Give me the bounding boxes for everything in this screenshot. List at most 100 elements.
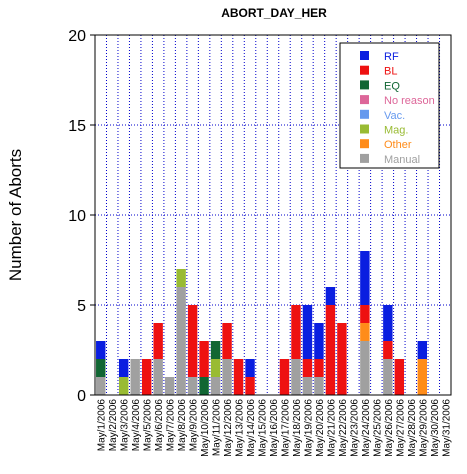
legend-label: No reason [384, 95, 435, 107]
x-tick-label: May/29/2006 [418, 399, 429, 457]
legend-swatch [360, 109, 369, 119]
x-tick-label: May/18/2006 [292, 399, 303, 457]
x-tick-label: May/7/2006 [166, 399, 177, 452]
bar-segment-bl [302, 359, 313, 377]
bar-segment-rf [245, 359, 255, 377]
x-tick-label: May/20/2006 [315, 399, 326, 457]
x-tick-label: May/5/2006 [143, 399, 154, 452]
legend-swatch [360, 51, 369, 60]
bars [96, 251, 427, 395]
bar-segment-rf [96, 341, 106, 359]
bar-segment-manual [96, 377, 106, 395]
legend-label: BL [384, 66, 397, 78]
bar-segment-manual [222, 359, 232, 395]
chart-title: ABORT_DAY_HER [221, 6, 327, 20]
y-tick-label: 10 [68, 208, 86, 225]
legend-label: Manual [384, 154, 420, 166]
bar-segment-manual [291, 359, 301, 395]
x-tick-label: May/13/2006 [235, 399, 246, 457]
x-tick-label: May/10/2006 [200, 399, 211, 457]
x-tick-label: May/17/2006 [280, 399, 291, 457]
x-tick-label: May/2/2006 [108, 399, 119, 452]
bar-segment-eq [96, 359, 106, 377]
x-tick-label: May/11/2006 [212, 399, 223, 457]
bar-segment-mag- [119, 377, 129, 395]
bar-segment-manual [383, 359, 393, 395]
x-tick-label: May/26/2006 [384, 399, 395, 457]
bar-segment-bl [360, 305, 370, 323]
bar-segment-bl [245, 377, 255, 395]
bar-segment-rf [302, 305, 313, 359]
legend-swatch [360, 95, 369, 105]
y-tick-label: 15 [68, 118, 86, 135]
x-tick-label: May/19/2006 [303, 399, 314, 457]
bar-segment-rf [314, 323, 324, 359]
bar-segment-bl [199, 341, 209, 377]
y-tick-label: 20 [68, 28, 86, 45]
bar-segment-manual [360, 341, 370, 395]
x-tick-label: May/31/2006 [441, 399, 452, 457]
x-tick-label: May/30/2006 [430, 399, 441, 457]
legend-label: RF [384, 51, 399, 63]
x-tick-label: May/25/2006 [372, 399, 383, 457]
bar-segment-bl [233, 359, 244, 395]
x-tick-label: May/3/2006 [120, 399, 131, 452]
x-tick-label: May/6/2006 [154, 399, 165, 452]
bar-segment-manual [302, 377, 313, 395]
bar-segment-bl [291, 305, 301, 359]
x-tick-label: May/9/2006 [189, 399, 200, 452]
bar-segment-bl [222, 323, 232, 359]
x-tick-label: May/14/2006 [246, 399, 257, 457]
x-tick-label: May/8/2006 [177, 399, 188, 452]
bar-segment-rf [325, 287, 336, 305]
bar-segment-rf [360, 251, 370, 305]
bar-segment-eq [210, 341, 221, 359]
x-tick-label: May/16/2006 [269, 399, 280, 457]
bar-segment-rf [119, 359, 129, 377]
bar-segment-manual [210, 377, 221, 395]
legend: RF BL EQ No reason Vac. Mag. Other Manual [339, 42, 440, 169]
bar-segment-bl [153, 323, 163, 359]
bar-segment-manual [314, 377, 324, 395]
legend-swatch [360, 124, 369, 134]
legend-box [339, 42, 440, 169]
bar-segment-bl [187, 305, 198, 377]
x-tick-label: May/4/2006 [131, 399, 142, 452]
bar-segment-bl [325, 305, 336, 395]
x-ticks: May/1/2006 May/2/2006 May/3/2006 May/4/2006… [97, 399, 453, 457]
y-ticks: 0 5 10 15 20 [68, 28, 95, 405]
x-tick-label: May/27/2006 [395, 399, 406, 457]
bar-segment-manual [130, 359, 140, 395]
bar-segment-manual [187, 377, 198, 395]
y-axis-label: Number of Aborts [6, 149, 25, 281]
legend-swatch [360, 139, 369, 149]
bar-segment-rf [383, 305, 393, 341]
legend-swatch [360, 153, 369, 163]
bar-segment-mag- [210, 359, 221, 377]
bar-segment-mag- [176, 269, 186, 287]
y-tick-label: 5 [77, 298, 86, 315]
bar-segment-manual [164, 377, 175, 395]
bar-segment-eq [199, 377, 209, 395]
x-tick-label: May/23/2006 [349, 399, 360, 457]
x-tick-label: May/24/2006 [361, 399, 372, 457]
legend-label: Vac. [384, 110, 405, 122]
legend-label: Mag. [384, 125, 408, 137]
bar-segment-bl [279, 359, 290, 395]
y-tick-label: 0 [77, 388, 86, 405]
x-tick-label: May/28/2006 [407, 399, 418, 457]
bar-segment-bl [383, 341, 393, 359]
bar-segment-bl [337, 323, 347, 395]
legend-label: EQ [384, 80, 400, 92]
legend-swatch [360, 80, 369, 90]
x-tick-label: May/22/2006 [338, 399, 349, 457]
bar-segment-bl [141, 359, 152, 395]
legend-swatch [360, 65, 369, 75]
bar-segment-rf [417, 341, 427, 359]
grid [95, 35, 451, 395]
bar-segment-bl [314, 359, 324, 377]
bar-segment-other [360, 323, 370, 341]
x-tick-label: May/12/2006 [223, 399, 234, 457]
x-tick-label: May/15/2006 [258, 399, 269, 457]
